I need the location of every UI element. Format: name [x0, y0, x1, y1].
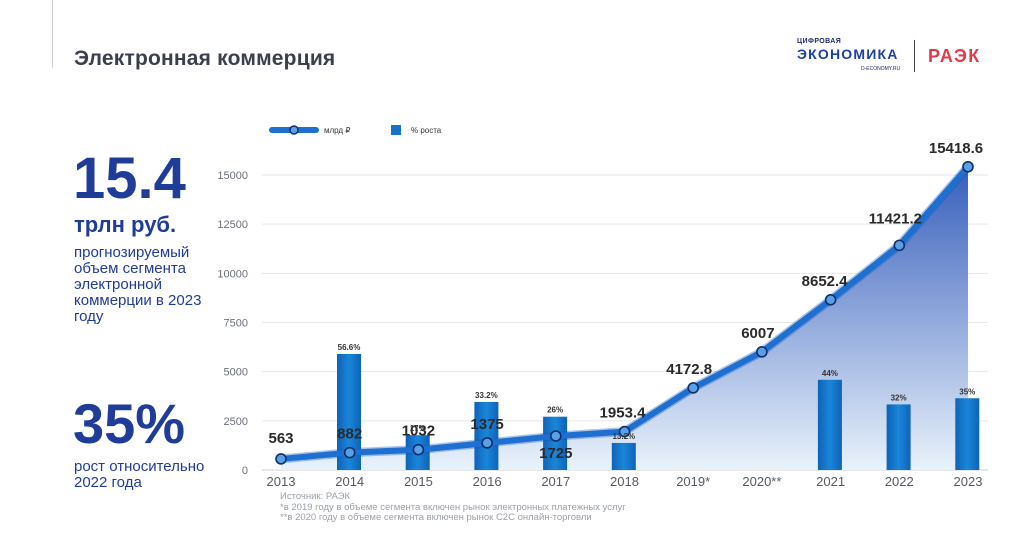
volume-label: 1375	[470, 416, 503, 433]
volume-label: 1725	[539, 445, 572, 462]
volume-label: 15418.6	[929, 140, 983, 157]
y-tick-label: 2500	[224, 416, 248, 428]
volume-label: 1953.4	[600, 405, 647, 422]
legend-line-label: млрд ₽	[324, 126, 350, 135]
growth-label: 44%	[822, 369, 838, 378]
legend-bar-swatch	[391, 125, 401, 135]
x-tick-label: 2022	[885, 474, 914, 489]
volume-point	[412, 443, 425, 456]
growth-bar	[955, 398, 980, 470]
volume-point	[481, 437, 493, 449]
source-note: Источник: РАЭК	[280, 491, 351, 502]
stat1-unit: трлн руб.	[74, 212, 177, 237]
x-tick-label: 2020**	[742, 474, 781, 489]
logo: ЦИФРОВАЯ ЭКОНОМИКА D-ECONOMY.RU РАЭК	[797, 38, 997, 76]
y-tick-label: 7500	[224, 318, 248, 330]
growth-bar	[611, 442, 636, 470]
growth-bar	[543, 416, 568, 470]
growth-bar	[474, 401, 499, 470]
growth-label: 35%	[959, 387, 975, 396]
growth-label: 33.2%	[475, 391, 498, 400]
stat2-description: рост относительно 2022 года	[74, 458, 205, 491]
volume-label: 4172.8	[666, 361, 712, 378]
volume-label: 1032	[402, 423, 435, 440]
growth-label: 26%	[547, 406, 563, 415]
volume-point	[618, 425, 631, 438]
y-tick-label: 10000	[217, 268, 248, 280]
volume-label: 6007	[741, 325, 774, 342]
growth-bar	[886, 404, 911, 470]
volume-label: 8652.4	[802, 273, 849, 290]
growth-bar	[817, 379, 842, 470]
stat2-value: 35%	[73, 392, 186, 455]
volume-label: 882	[337, 426, 362, 443]
logo-separator	[914, 40, 915, 72]
page-title: Электронная коммерция	[74, 47, 336, 70]
volume-point	[756, 346, 768, 358]
x-tick-label: 2013	[267, 474, 296, 489]
y-tick-label: 12500	[217, 219, 248, 231]
y-tick-label: 0	[242, 465, 248, 477]
stat1-description: прогнозируемый объем сегмента электронно…	[74, 244, 202, 325]
y-tick-label: 15000	[217, 170, 248, 182]
x-tick-label: 2014	[335, 474, 364, 489]
volume-point	[687, 382, 700, 394]
x-tick-label: 2017	[541, 474, 570, 489]
growth-label: 17%	[410, 424, 426, 433]
volume-point	[549, 430, 562, 442]
left-rule	[52, 0, 53, 68]
x-tick-label: 2019*	[676, 474, 710, 489]
footnote-2019: *в 2019 году в объеме сегмента включен р…	[280, 501, 626, 513]
logo-line2: ЭКОНОМИКА	[797, 46, 899, 62]
logo-partner: РАЭК	[928, 46, 981, 66]
footnotes: Источник: РАЭК *в 2019 году в объеме сег…	[280, 491, 626, 524]
legend-line-marker	[289, 125, 299, 135]
x-tick-label: 2021	[816, 474, 845, 489]
x-tick-label: 2015	[404, 474, 433, 489]
volume-point	[824, 294, 837, 306]
x-tick-label: 2016	[473, 474, 502, 489]
area-fill	[281, 166, 968, 471]
volume-point	[893, 239, 906, 252]
footnote-2020: **в 2020 году в объеме сегмента включен …	[280, 512, 592, 523]
logo-line3: D-ECONOMY.RU	[861, 66, 901, 72]
x-tick-label: 2018	[610, 474, 639, 489]
logo-line1: ЦИФРОВАЯ	[797, 38, 842, 45]
volume-label: 11421.2	[869, 210, 922, 227]
volume-point	[962, 160, 974, 173]
growth-label: 32%	[891, 393, 907, 402]
y-tick-label: 5000	[224, 367, 248, 379]
volume-point	[275, 453, 287, 465]
volume-point	[343, 446, 356, 459]
x-tick-label: 2023	[954, 474, 983, 489]
growth-label: 13.2%	[612, 432, 635, 441]
stat1-value: 15.4	[73, 146, 186, 211]
legend-bar-label: % роста	[411, 126, 442, 135]
volume-label: 563	[268, 430, 293, 447]
growth-label: 56.6%	[338, 343, 361, 352]
